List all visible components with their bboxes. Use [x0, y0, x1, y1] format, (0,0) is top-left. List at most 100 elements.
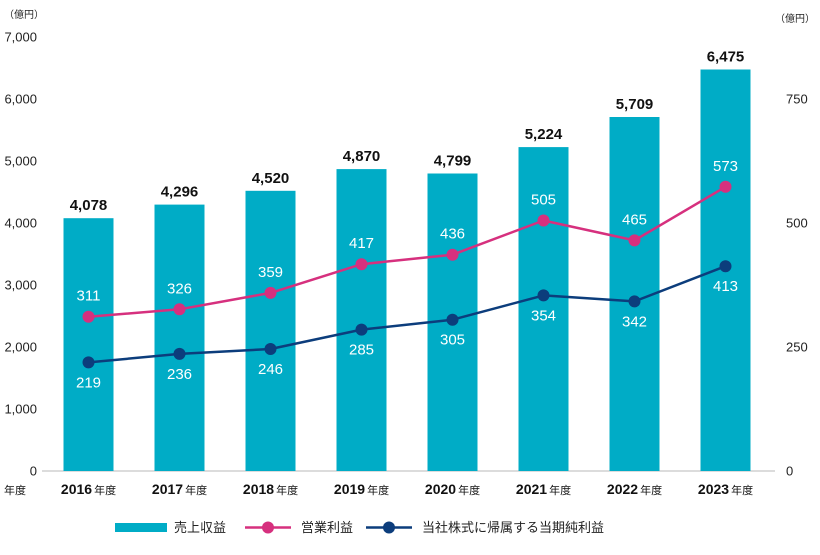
net-profit-label-2023: 413 — [713, 278, 738, 295]
operating-profit-label-2016: 311 — [77, 288, 101, 305]
x-tick-year: 2022 — [607, 481, 638, 497]
revenue-label-2022: 5,709 — [616, 96, 654, 113]
net-profit-label-2017: 236 — [167, 366, 192, 383]
net-profit-line — [88, 265, 726, 364]
x-tick-label-2019: 2019 年度 — [334, 481, 389, 497]
legend-marker-net-profit — [383, 521, 395, 534]
y-left-tick-label-2000: 2,000 — [4, 340, 37, 355]
x-tick-year: 2021 — [516, 481, 547, 497]
operating-profit-point-2018 — [264, 286, 277, 299]
operating-profit-point-2019 — [355, 258, 368, 271]
y-left-tick-label-0: 0 — [30, 464, 37, 479]
revenue-label-2021: 5,224 — [525, 126, 563, 143]
net-profit-point-2020 — [446, 313, 459, 326]
x-axis: 2016 年度 2017 年度 2018 年度 2019 年度 2020 年度 2021 年度 2022… — [61, 481, 753, 497]
legend-swatch-revenue — [115, 523, 167, 532]
x-tick-suffix: 年度 — [458, 483, 480, 497]
operating-profit-point-2022 — [628, 234, 641, 247]
y-left-tick-label-6000: 6,000 — [4, 92, 37, 107]
net-profit-point-2022 — [628, 295, 641, 308]
x-tick-suffix: 年度 — [640, 483, 662, 497]
line-series — [82, 180, 732, 369]
operating-profit-point-2020 — [446, 248, 459, 261]
net-profit-point-2016 — [82, 356, 95, 369]
legend-item-revenue: 売上収益 — [115, 520, 226, 535]
x-tick-suffix: 年度 — [549, 483, 571, 497]
y-right-tick-label-500: 500 — [786, 216, 808, 231]
y-right-axis: 0 250 500 750 — [786, 92, 808, 479]
y-right-unit-label: （億円） — [775, 12, 815, 25]
net-profit-point-2023 — [719, 260, 732, 273]
legend-item-operating-profit: 営業利益 — [245, 520, 353, 535]
revenue-bar-2018 — [245, 190, 296, 472]
operating-profit-label-2023: 573 — [713, 158, 738, 175]
x-tick-label-2018: 2018 年度 — [243, 481, 298, 497]
y-right-tick-label-250: 250 — [786, 340, 808, 355]
operating-profit-line — [88, 185, 727, 318]
operating-profit-label-2019: 417 — [349, 235, 374, 252]
x-tick-suffix: 年度 — [185, 483, 207, 497]
net-profit-label-2020: 305 — [440, 332, 465, 349]
x-tick-suffix: 年度 — [276, 483, 298, 497]
y-left-unit-label: （億円） — [4, 8, 44, 21]
legend-marker-operating-profit — [262, 521, 274, 534]
y-left-tick-label-1000: 1,000 — [4, 402, 37, 417]
x-tick-label-2023: 2023 年度 — [698, 481, 753, 497]
legend: 売上収益 営業利益 当社株式に帰属する当期純利益 — [115, 520, 604, 535]
x-tick-label-2016: 2016 年度 — [61, 481, 116, 497]
x-tick-year: 2016 — [61, 481, 92, 497]
operating-profit-point-2023 — [719, 180, 732, 193]
revenue-label-2016: 4,078 — [70, 197, 108, 214]
revenue-bar-2017 — [154, 204, 205, 471]
operating-profit-point-2016 — [82, 310, 95, 323]
net-profit-label-2018: 246 — [258, 361, 283, 378]
x-tick-year: 2023 — [698, 481, 729, 497]
x-tick-label-2022: 2022 年度 — [607, 481, 662, 497]
x-tick-suffix: 年度 — [731, 483, 753, 497]
net-profit-point-2017 — [173, 347, 186, 360]
x-tick-suffix: 年度 — [367, 483, 389, 497]
x-axis-unit-label: 年度 — [4, 483, 26, 497]
revenue-bar-2016 — [63, 218, 114, 471]
x-tick-year: 2020 — [425, 481, 456, 497]
operating-profit-label-2020: 436 — [440, 226, 465, 243]
x-tick-year: 2018 — [243, 481, 274, 497]
net-profit-point-2019 — [355, 323, 368, 336]
legend-label-net-profit: 当社株式に帰属する当期純利益 — [422, 520, 604, 535]
net-profit-point-2021 — [537, 289, 550, 302]
operating-profit-label-2017: 326 — [167, 280, 192, 297]
legend-label-operating-profit: 営業利益 — [301, 520, 353, 535]
revenue-bar-2019 — [336, 169, 387, 471]
bar-series — [63, 69, 751, 472]
y-left-axis: 0 1,000 2,000 3,000 4,000 5,000 6,000 7,000 — [4, 30, 37, 479]
x-tick-year: 2019 — [334, 481, 365, 497]
revenue-bar-2021 — [518, 147, 569, 471]
x-tick-label-2021: 2021 年度 — [516, 481, 571, 497]
line-value-labels: 311 326 359 417 436 505 465 573 219 236 246 285 305 3… — [76, 158, 738, 392]
y-left-tick-label-7000: 7,000 — [4, 30, 37, 45]
bar-value-labels: 4,078 4,296 4,520 4,870 4,799 5,224 5,709 6,475 — [70, 49, 745, 215]
operating-profit-label-2022: 465 — [622, 211, 647, 228]
operating-profit-label-2021: 505 — [531, 192, 556, 209]
operating-profit-label-2018: 359 — [258, 264, 283, 281]
revenue-label-2017: 4,296 — [161, 184, 199, 201]
revenue-label-2019: 4,870 — [343, 148, 381, 165]
y-left-tick-label-3000: 3,000 — [4, 278, 37, 293]
legend-label-revenue: 売上収益 — [174, 520, 226, 535]
legend-item-net-profit: 当社株式に帰属する当期純利益 — [366, 520, 604, 535]
net-profit-label-2016: 219 — [76, 374, 101, 391]
x-tick-label-2020: 2020 年度 — [425, 481, 480, 497]
x-tick-year: 2017 — [152, 481, 183, 497]
y-left-tick-label-4000: 4,000 — [4, 216, 37, 231]
x-tick-label-2017: 2017 年度 — [152, 481, 207, 497]
operating-profit-point-2021 — [537, 214, 550, 227]
y-right-tick-label-0: 0 — [786, 464, 793, 479]
net-profit-label-2019: 285 — [349, 342, 374, 359]
net-profit-label-2022: 342 — [622, 313, 647, 330]
revenue-label-2023: 6,475 — [707, 49, 745, 66]
x-tick-suffix: 年度 — [94, 483, 116, 497]
net-profit-label-2021: 354 — [531, 307, 556, 324]
operating-profit-point-2017 — [173, 303, 186, 316]
revenue-label-2020: 4,799 — [434, 153, 472, 170]
